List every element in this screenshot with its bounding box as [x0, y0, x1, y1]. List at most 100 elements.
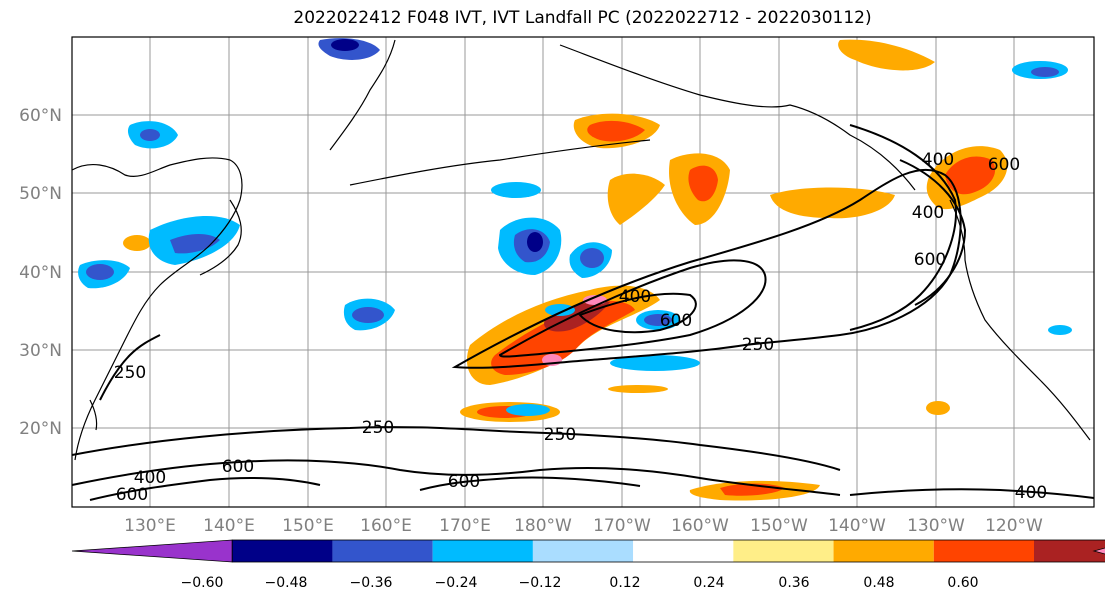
positive-anomaly-top [838, 39, 935, 71]
lat-label: 30°N [19, 341, 62, 361]
lon-label: 170°W [593, 516, 651, 536]
colorbar-segment [633, 540, 734, 562]
lat-label: 50°N [19, 184, 62, 204]
positive-anomaly-n-core [587, 120, 645, 142]
contour-250-main [451, 168, 962, 369]
contour-400-coast [849, 124, 957, 331]
positive-anomaly-ne-core [688, 165, 718, 202]
negative-anomaly-j [506, 404, 550, 416]
contour-600-main [578, 292, 697, 334]
contour-label: 250 [742, 335, 774, 355]
colorbar-segment [332, 540, 433, 562]
map-frame [71, 36, 1095, 508]
colorbar-tick-label: 0.12 [609, 575, 640, 591]
lon-label: 140°W [828, 516, 886, 536]
positive-anomaly-core [491, 300, 635, 375]
aleutian-arc [349, 139, 651, 186]
colorbar-tick-label: 0.60 [947, 575, 978, 591]
colorbar-segment [432, 540, 533, 562]
negative-anomaly-japan-core [170, 234, 220, 254]
contour-label: 600 [988, 155, 1020, 175]
positive-anomaly-small [123, 235, 151, 251]
lon-label: 120°W [985, 516, 1043, 536]
contour-label: 600 [448, 472, 480, 492]
positive-anomaly-peak [544, 301, 610, 332]
lon-label: 140°E [203, 516, 255, 536]
negative-anomaly-top-core [331, 39, 359, 51]
contour-600-south [89, 476, 321, 501]
colorbar-extend-max [1092, 547, 1105, 555]
alaska-coast [559, 44, 916, 191]
colorbar-segment [833, 540, 934, 562]
contour-label: 600 [222, 457, 254, 477]
negative-anomaly-e-core [1031, 67, 1059, 77]
contour-250-west [99, 334, 161, 401]
positive-anomaly-nw-core [945, 156, 996, 195]
coastlines [71, 39, 1091, 461]
colorbar-segment [933, 540, 1034, 562]
anomaly-shading [78, 38, 1072, 501]
contour-label: 400 [619, 287, 651, 307]
contour-label: 400 [1015, 483, 1047, 503]
negative-anomaly-b-core [580, 248, 604, 268]
contour-250-south [71, 426, 841, 471]
positive-anomaly-small [608, 385, 668, 393]
colorbar-segment [1034, 540, 1105, 562]
lon-label: 150°W [750, 516, 808, 536]
contour-label: 600 [660, 311, 692, 331]
colorbar-tick-label: 0.48 [863, 575, 894, 591]
negative-anomaly-west-core [86, 264, 114, 280]
contour-label: 400 [134, 468, 166, 488]
colorbar [71, 539, 1105, 563]
contour-label: 250 [114, 363, 146, 383]
negative-anomaly-h [545, 304, 575, 316]
japan-coast [199, 199, 242, 276]
colorbar-segment [532, 540, 634, 562]
colorbar-tick-labels: −0.60 −0.48 −0.36 −0.24 −0.12 0.12 0.24 … [181, 575, 979, 591]
colorbar-tick-label: 0.36 [778, 575, 809, 591]
lon-label: 180°W [514, 516, 572, 536]
negative-anomaly-a-min [527, 232, 543, 252]
colorbar-tick-label: −0.36 [350, 575, 393, 591]
longitude-labels: 130°E 140°E 150°E 160°E 170°E 180°W 170°… [124, 516, 1043, 536]
negative-anomaly-g [491, 182, 541, 198]
lat-label: 60°N [19, 106, 62, 126]
contour-label-group: 250 400 600 400 600 400 600 250 250 250 … [114, 150, 1047, 505]
colorbar-tick-label: −0.48 [265, 575, 308, 591]
contour-400-east [849, 488, 1095, 499]
north-america-coast [949, 199, 1091, 441]
contour-label: 400 [922, 150, 954, 170]
lon-label: 130°W [907, 516, 965, 536]
negative-anomaly-f [610, 355, 700, 371]
latitude-labels: 60°N 50°N 40°N 30°N 20°N [19, 106, 62, 439]
contour-400-south [71, 459, 841, 496]
positive-anomaly-small [926, 401, 950, 415]
taiwan-coast [89, 399, 98, 431]
lat-label: 20°N [19, 419, 62, 439]
colorbar-tick-label: −0.24 [435, 575, 478, 591]
contour-label: 250 [544, 425, 576, 445]
lon-label: 160°E [360, 516, 412, 536]
negative-anomaly-c-core [352, 307, 384, 323]
ivt-contours [71, 124, 1095, 501]
contour-label: 600 [914, 250, 946, 270]
kamchatka-coast [329, 39, 396, 151]
contour-400-main [498, 259, 767, 358]
lon-label: 150°E [282, 516, 334, 536]
lon-label: 130°E [124, 516, 176, 536]
contour-label: 600 [116, 485, 148, 505]
negative-anomaly-nw-core [140, 129, 160, 141]
colorbar-extend-min [71, 539, 233, 563]
colorbar-segment [733, 540, 834, 562]
positive-anomaly-goa [770, 187, 895, 219]
colorbar-tick-label: −0.60 [181, 575, 224, 591]
map-title: 2022022412 F048 IVT, IVT Landfall PC (20… [293, 8, 872, 28]
asia-coast [71, 157, 243, 461]
colorbar-outline [231, 539, 1105, 563]
lat-label: 40°N [19, 263, 62, 283]
contour-label: 250 [362, 418, 394, 438]
negative-anomaly-i [1048, 325, 1072, 335]
colorbar-tick-label: 0.24 [693, 575, 724, 591]
negative-anomaly-d-core [644, 314, 672, 326]
